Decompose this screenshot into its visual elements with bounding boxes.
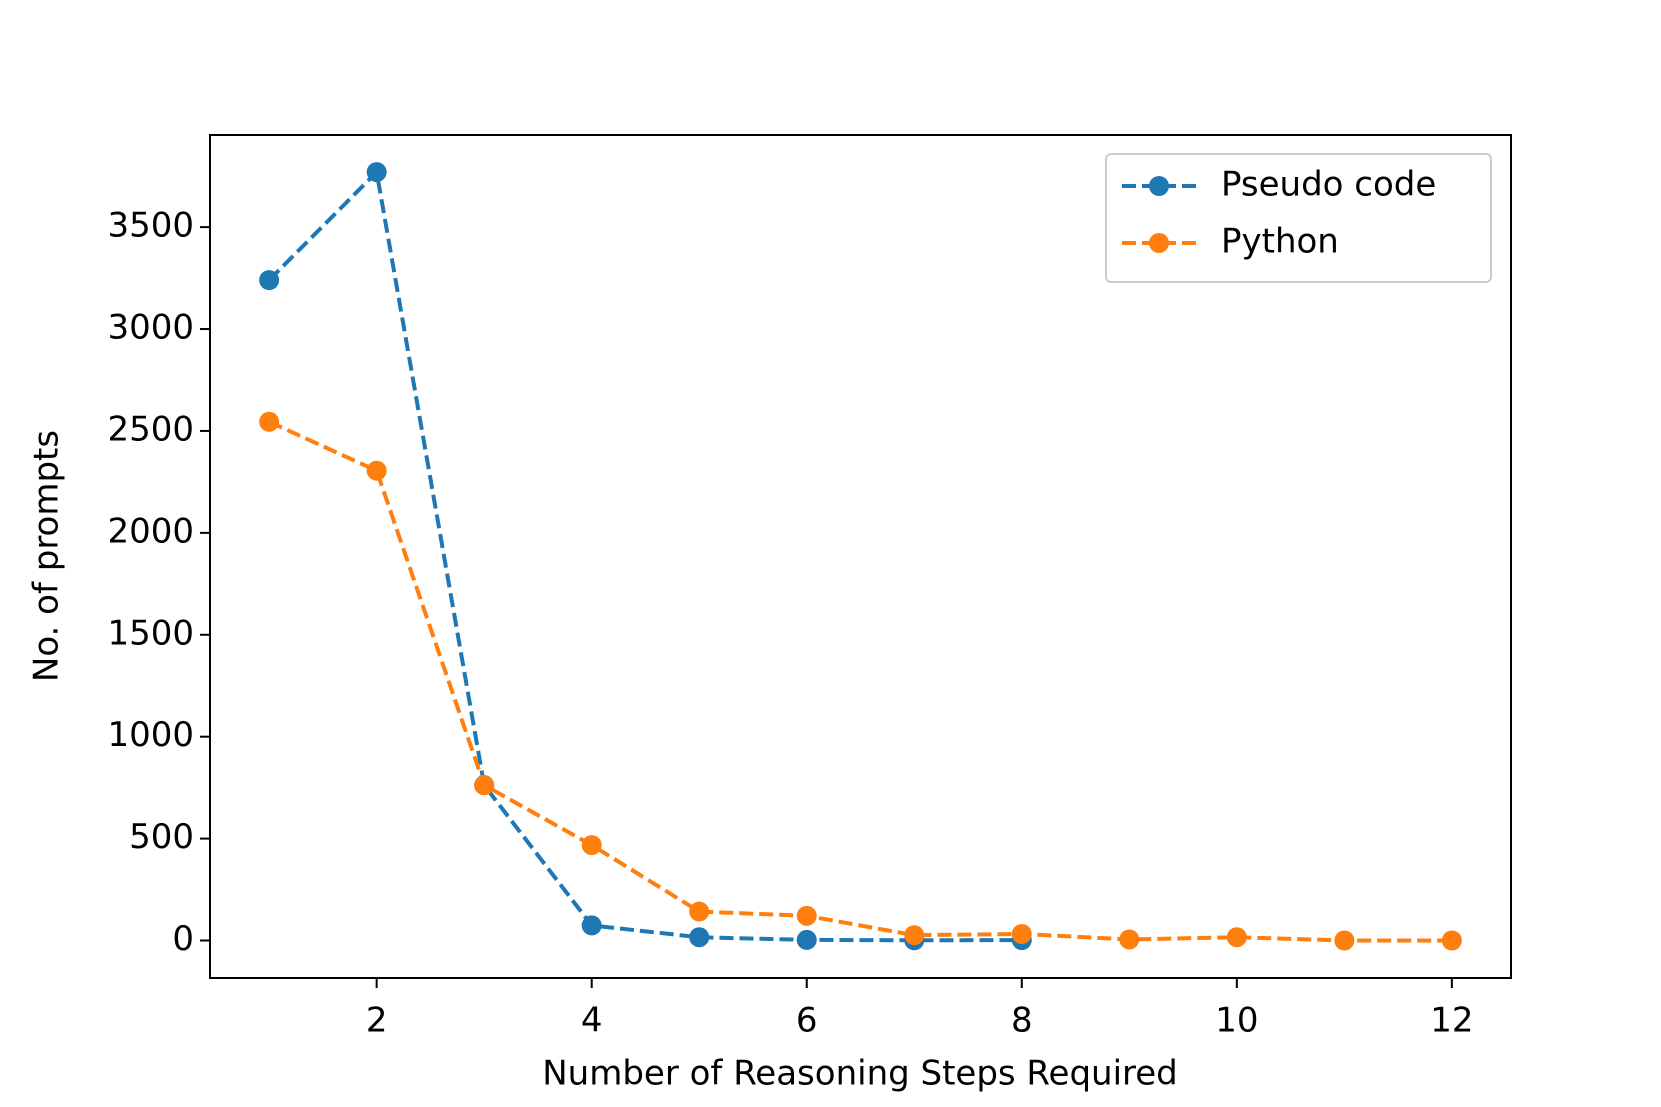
data-point <box>1226 927 1247 948</box>
data-point <box>581 915 602 936</box>
y-tick-label: 1000 <box>107 715 194 755</box>
legend-label: Pseudo code <box>1221 165 1436 205</box>
data-point <box>259 411 280 432</box>
series-line <box>267 167 1022 943</box>
legend: Pseudo code Python <box>1105 153 1492 283</box>
y-tick-label: 3000 <box>107 308 194 348</box>
data-point <box>904 925 925 946</box>
data-point <box>1334 930 1355 951</box>
data-point <box>689 901 710 922</box>
legend-marker <box>1149 176 1169 196</box>
plot-frame <box>209 134 1512 979</box>
y-tick-label: 0 <box>172 919 194 959</box>
data-point <box>1441 930 1462 951</box>
legend-box <box>1105 153 1492 283</box>
x-axis-label: Number of Reasoning Steps Required <box>542 1054 1178 1094</box>
data-point <box>474 775 495 796</box>
y-tick-label: 1500 <box>107 613 194 653</box>
data-point <box>1119 929 1140 950</box>
legend-label: Python <box>1221 222 1339 262</box>
data-point <box>366 162 387 183</box>
x-tick-label: 10 <box>1215 1001 1258 1041</box>
x-tick-label: 6 <box>796 1001 818 1041</box>
data-point <box>796 905 817 926</box>
series-line <box>268 419 1452 943</box>
data-point <box>689 927 710 948</box>
x-tick-label: 12 <box>1430 1001 1473 1041</box>
y-tick-label: 3500 <box>107 206 194 246</box>
y-axis-label: No. of prompts <box>27 430 67 682</box>
y-tick-label: 2000 <box>107 511 194 551</box>
y-tick-label: 2500 <box>107 409 194 449</box>
data-point <box>581 835 602 856</box>
data-point <box>259 270 280 291</box>
data-point <box>796 929 817 950</box>
x-tick-label: 4 <box>581 1001 603 1041</box>
x-tick-label: 2 <box>366 1001 388 1041</box>
x-tick-label: 8 <box>1011 1001 1033 1041</box>
data-point <box>366 460 387 481</box>
legend-marker <box>1149 233 1169 253</box>
y-tick-label: 500 <box>129 817 194 857</box>
data-point <box>1011 923 1032 944</box>
